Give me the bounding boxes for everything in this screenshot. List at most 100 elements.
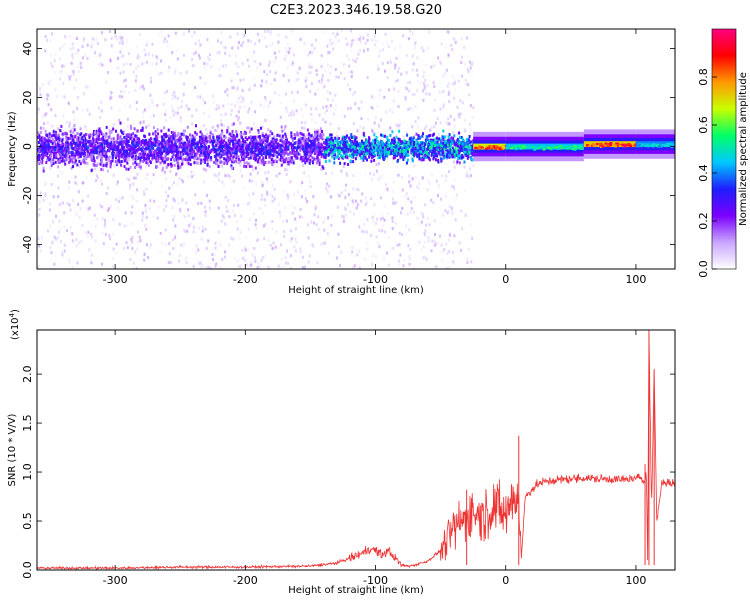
heatmap-cell	[447, 209, 450, 213]
heatmap-cell	[86, 108, 89, 112]
heatmap-cell	[163, 126, 166, 130]
heatmap-cell	[135, 107, 138, 111]
heatmap-cell	[117, 180, 119, 184]
heatmap-cell	[60, 125, 63, 128]
heatmap-cell	[382, 255, 385, 259]
heatmap-cell	[258, 135, 261, 138]
heatmap-cell	[303, 41, 306, 45]
heatmap-cell	[293, 133, 296, 137]
heatmap-cell	[347, 203, 349, 206]
heatmap-cell	[250, 260, 252, 264]
heatmap-cell	[165, 148, 167, 151]
heatmap-cell	[269, 32, 272, 35]
heatmap-cell	[157, 132, 159, 136]
heatmap-cell	[352, 122, 355, 126]
heatmap-cell	[147, 155, 150, 159]
heatmap-cell	[92, 145, 95, 149]
heatmap-cell	[168, 143, 171, 147]
heatmap-cell	[177, 158, 180, 162]
heatmap-cell	[78, 159, 81, 163]
heatmap-cell	[106, 160, 109, 164]
heatmap-cell	[176, 153, 179, 157]
heatmap-cell	[38, 208, 41, 211]
heatmap-cell	[371, 107, 374, 110]
heatmap-cell	[70, 141, 72, 145]
heatmap-cell	[357, 107, 360, 111]
heatmap-cell	[292, 143, 294, 147]
heatmap-cell	[174, 111, 177, 115]
heatmap-cell	[180, 150, 183, 154]
heatmap-cell	[173, 134, 176, 138]
heatmap-cell	[422, 99, 425, 102]
heatmap-cell	[397, 173, 400, 177]
heatmap-cell	[305, 155, 307, 159]
heatmap-cell	[192, 217, 195, 220]
heatmap-cell	[186, 125, 189, 129]
heatmap-cell	[282, 136, 285, 140]
heatmap-cell	[108, 139, 111, 143]
heatmap-cell	[420, 81, 423, 85]
heatmap-cell	[84, 133, 87, 136]
heatmap-cell	[392, 99, 395, 103]
heatmap-cell	[456, 105, 459, 109]
heatmap-cell	[262, 224, 265, 228]
heatmap-cell	[51, 158, 53, 162]
heatmap-cell	[254, 146, 257, 150]
heatmap-cell	[120, 55, 123, 59]
heatmap-cell	[292, 151, 295, 155]
heatmap-cell	[199, 130, 202, 134]
heatmap-cell	[49, 166, 52, 170]
heatmap-cell	[94, 224, 97, 228]
heatmap-cell	[291, 91, 293, 94]
heatmap-cell	[82, 56, 84, 60]
heatmap-cell	[308, 155, 311, 159]
heatmap-cell	[105, 192, 108, 195]
heatmap-cell	[286, 66, 289, 70]
heatmap-cell	[290, 146, 293, 150]
heatmap-cell	[294, 217, 297, 221]
heatmap-cell	[326, 189, 329, 193]
heatmap-cell	[144, 223, 146, 227]
heatmap-cell	[386, 157, 389, 161]
heatmap-cell	[237, 203, 240, 207]
heatmap-cell	[206, 38, 209, 41]
heatmap-cell	[413, 164, 416, 168]
heatmap-cell	[307, 175, 310, 178]
heatmap-cell	[38, 244, 41, 248]
heatmap-cell	[117, 141, 120, 145]
heatmap-cell	[440, 174, 443, 178]
heatmap-cell	[308, 62, 311, 65]
heatmap-cell	[101, 147, 104, 151]
heatmap-cell	[400, 175, 403, 179]
heatmap-cell	[408, 180, 411, 184]
heatmap-cell	[406, 53, 409, 57]
heatmap-cell	[303, 189, 306, 193]
heatmap-cell	[238, 159, 241, 163]
heatmap-cell	[138, 235, 141, 239]
heatmap-cell	[303, 149, 306, 153]
heatmap-cell	[258, 265, 261, 268]
heatmap-cell	[282, 160, 285, 164]
heatmap-cell	[425, 256, 428, 260]
heatmap-cell	[95, 151, 98, 155]
heatmap-cell	[295, 109, 298, 113]
heatmap-cell	[418, 152, 421, 156]
heatmap-cell	[304, 265, 306, 269]
heatmap-cell	[358, 266, 361, 269]
heatmap-cell	[41, 115, 44, 119]
heatmap-cell	[72, 165, 74, 169]
heatmap-cell	[120, 163, 123, 167]
heatmap-cell	[97, 42, 99, 46]
heatmap-cell	[352, 72, 354, 76]
heatmap-cell	[470, 174, 472, 178]
heatmap-cell	[90, 158, 93, 162]
heatmap-cell	[183, 141, 186, 145]
heatmap-cell	[283, 158, 285, 162]
heatmap-cell	[219, 243, 222, 247]
heatmap-cell	[273, 78, 276, 82]
heatmap-cell	[110, 96, 113, 100]
heatmap-cell	[124, 211, 127, 215]
heatmap-cell	[300, 183, 303, 187]
heatmap-cell	[281, 134, 284, 138]
heatmap-cell	[126, 38, 129, 42]
